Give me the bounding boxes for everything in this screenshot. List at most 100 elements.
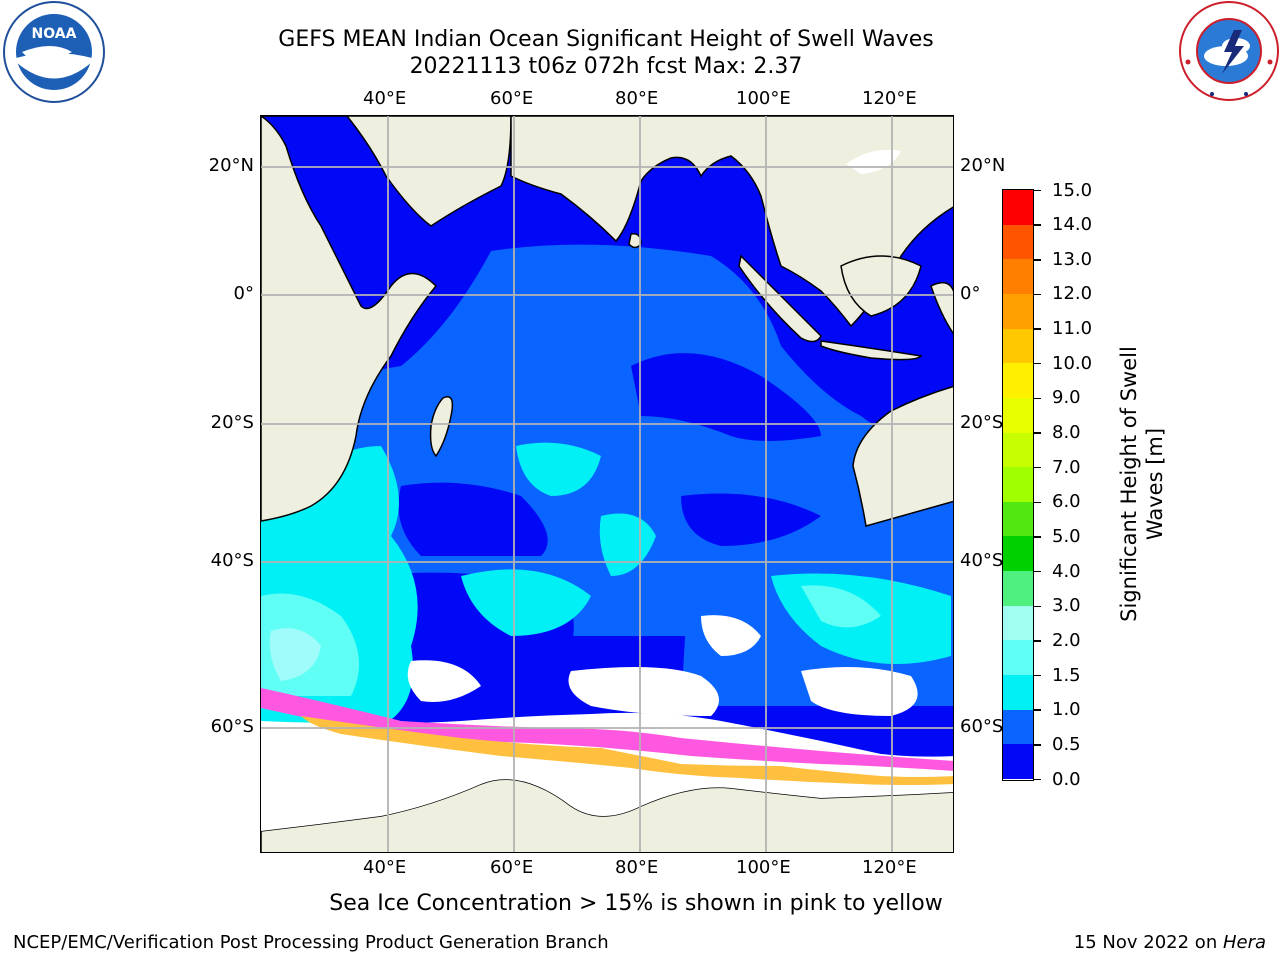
land-java [820,340,923,361]
chart-title: GEFS MEAN Indian Ocean Significant Heigh… [278,27,934,52]
lat-label-left-40s: 40°S [210,550,254,571]
swell-low-pocket-west [398,482,548,556]
colorbar-segment [1003,328,1033,364]
lat-label-right-40s: 40°S [960,550,1004,571]
colorbar-tick-mark [1034,224,1041,226]
colorbar-tick-label: 2.0 [1052,629,1081,651]
colorbar-segment [1003,709,1033,745]
swell-band-1p0-center [516,442,601,496]
colorbar-segment [1003,259,1033,295]
lon-label-top-80e: 80°E [615,88,659,109]
lat-label-right-60s: 60°S [960,716,1004,737]
land-sri-lanka [628,232,642,249]
colorbar-tick-label: 5.0 [1052,525,1081,547]
colorbar-label: Significant Height of Swell Waves [m] [1117,346,1167,622]
lat-label-left-0: 0° [233,283,254,304]
colorbar-tick-label: 1.5 [1052,664,1081,686]
colorbar-tick-mark [1034,293,1041,296]
colorbar-tick-label: 14.0 [1052,214,1093,236]
colorbar-tick-mark [1034,709,1041,711]
colorbar-tick-mark [1034,536,1041,538]
lon-label-top-40e: 40°E [363,88,407,109]
no-data-patch-north [846,149,901,174]
colorbar-tick-label: 13.0 [1052,248,1093,270]
colorbar-tick-mark [1034,674,1041,677]
colorbar-tick-mark [1034,778,1041,781]
lat-label-left-20s: 20°S [210,412,254,433]
no-data-patch-3 [801,667,918,716]
colorbar-tick-mark [1034,328,1041,330]
colorbar-segment [1003,605,1033,641]
lon-label-bottom-40e: 40°E [363,857,407,878]
footer-date: 15 Nov 2022 on Hera [1074,932,1266,954]
lon-label-bottom-120e: 120°E [862,857,917,878]
lon-label-top-60e: 60°E [490,88,534,109]
colorbar-tick-label: 9.0 [1052,387,1081,409]
colorbar-tick-mark [1034,501,1041,504]
colorbar-tick-mark [1034,189,1041,192]
lat-label-right-0: 0° [960,283,981,304]
colorbar-tick-label: 6.0 [1052,491,1081,513]
swell-low-pocket-east [681,493,821,546]
swell-low-pocket-central [631,353,821,441]
lat-label-left-60s: 60°S [210,716,254,737]
colorbar-tick-mark [1034,466,1041,469]
map-panel [260,115,954,853]
swell-band-1p5-e [801,585,881,628]
lon-label-bottom-100e: 100°E [736,857,791,878]
lon-label-top-100e: 100°E [736,88,791,109]
colorbar-tick-mark [1034,397,1041,400]
colorbar-tick-label: 7.0 [1052,456,1081,478]
no-data-patch-2 [407,660,481,702]
colorbar-tick-label: 8.0 [1052,422,1081,444]
colorbar-tick-mark [1034,570,1041,573]
colorbar-tick-mark [1034,640,1041,642]
colorbar-segment [1003,640,1033,676]
colorbar-segment [1003,744,1033,780]
no-data-patch-4 [701,615,761,656]
map-svg [261,116,953,852]
colorbar-segment [1003,293,1033,330]
colorbar-tick-label: 4.0 [1052,560,1081,582]
chart-subtitle: 20221113 t06z 072h fcst Max: 2.37 [409,54,803,79]
land-australia [852,385,953,527]
footer-date-text: 15 Nov 2022 on [1073,932,1223,953]
colorbar [1002,189,1034,781]
colorbar-segment [1003,397,1033,434]
footer-host: Hera [1222,932,1266,953]
colorbar-segment [1003,467,1033,503]
lat-label-right-20n: 20°N [960,155,1006,176]
colorbar-tick-label: 12.0 [1052,283,1093,305]
colorbar-segment [1003,571,1033,607]
colorbar-tick-mark [1034,259,1041,261]
colorbar-tick-mark [1034,605,1041,607]
swell-band-1p0-mid [461,569,591,636]
footer-credit: NCEP/EMC/Verification Post Processing Pr… [13,932,609,953]
colorbar-segment [1003,432,1033,468]
land-borneo [840,255,922,317]
colorbar-tick-label: 3.0 [1052,595,1081,617]
colorbar-tick-mark [1034,744,1041,746]
lon-label-bottom-60e: 60°E [490,857,534,878]
graticule [261,116,953,852]
colorbar-tick-label: 10.0 [1052,352,1093,374]
colorbar-segment [1003,675,1033,711]
colorbar-segment [1003,536,1033,572]
sea-ice-note: Sea Ice Concentration > 15% is shown in … [329,891,943,916]
swell-band-1p0-n [599,513,656,576]
colorbar-tick-label: 11.0 [1052,318,1093,340]
colorbar-tick-label: 15.0 [1052,179,1093,201]
lon-label-bottom-80e: 80°E [615,857,659,878]
lon-label-top-120e: 120°E [862,88,917,109]
sea-ice-edge [301,716,953,785]
svg-text:NOAA: NOAA [32,26,77,42]
land-sumatra [738,254,822,343]
noaa-logo: NOAA [2,0,106,104]
colorbar-tick-label: 0.0 [1052,768,1081,790]
no-data-patch-1 [568,667,719,716]
lat-label-left-20n: 20°N [208,155,254,176]
colorbar-tick-label: 1.0 [1052,699,1081,721]
lat-label-right-20s: 20°S [960,412,1004,433]
nws-logo [1178,0,1280,102]
colorbar-segment [1003,190,1033,226]
